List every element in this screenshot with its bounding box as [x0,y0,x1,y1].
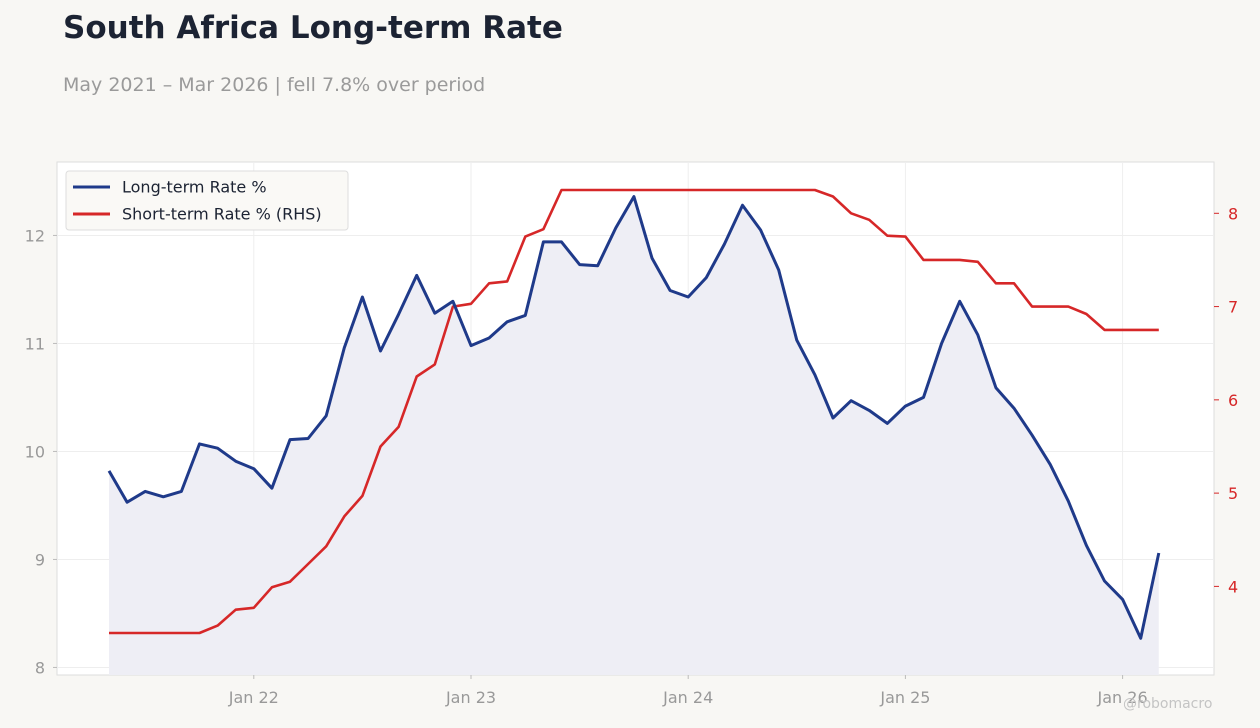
x-tick-label: Jan 22 [228,688,279,707]
y-left-tick-label: 11 [25,334,45,353]
series-lines [107,188,1161,640]
x-tick-label: Jan 23 [445,688,496,707]
y-right-tick-label: 6 [1228,391,1238,410]
x-tick-label: Jan 26 [1097,688,1148,707]
axes: Jan 22 Jan 23 Jan 24 Jan 25 Jan 26 8 9 10 11 12 4 5… [25,204,1239,707]
y-right-tick-label: 8 [1228,204,1238,223]
y-left-tick-label: 12 [25,226,45,245]
x-tick-label: Jan 25 [879,688,930,707]
legend-label: Long-term Rate % [122,178,267,197]
long-term-rate-line [107,195,1161,640]
y-left-tick-label: 8 [35,658,45,677]
chart-subtitle: May 2021 – Mar 2026 | fell 7.8% over per… [63,74,486,96]
area-fill [109,196,1159,675]
y-left-tick-label: 9 [35,550,45,569]
y-right-tick-label: 4 [1228,577,1238,596]
x-tick-label: Jan 24 [662,688,713,707]
legend-box [65,170,349,231]
y-left-tick-label: 10 [25,442,45,461]
long-term-area [109,196,1159,675]
y-right-tick-label: 7 [1228,298,1238,317]
y-right-tick-label: 5 [1228,484,1238,503]
short-term-rate-line [109,188,1159,635]
watermark: @robomacro [1123,696,1213,712]
legend: Long-term Rate % Short-term Rate % (RHS) [65,170,349,231]
legend-label: Short-term Rate % (RHS) [122,205,322,224]
chart-title: South Africa Long-term Rate [63,10,563,46]
